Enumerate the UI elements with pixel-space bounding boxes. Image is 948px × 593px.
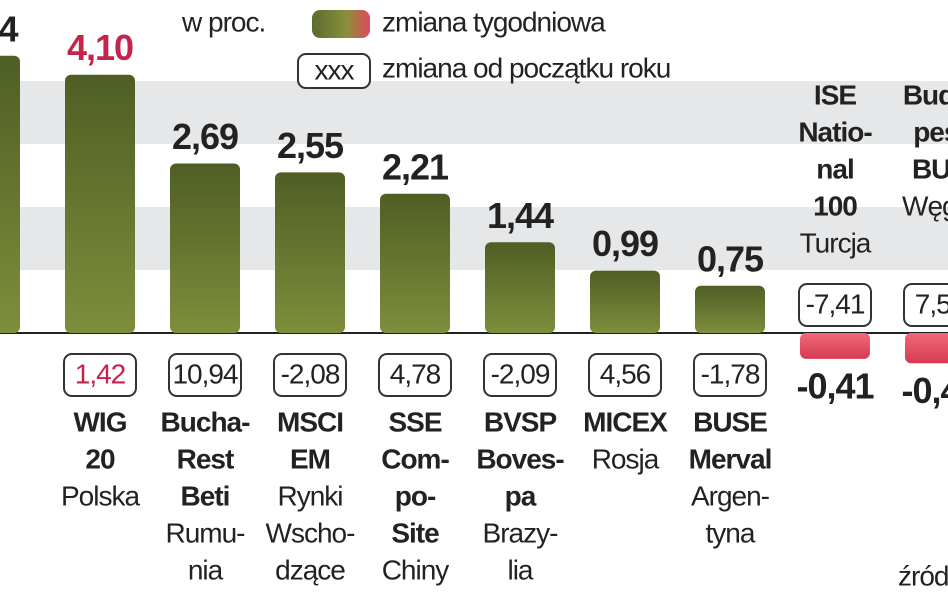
ytd-box bbox=[63, 353, 137, 397]
ytd-box bbox=[168, 353, 242, 397]
country: Wscho- bbox=[266, 517, 356, 548]
value-label: 0,75 bbox=[697, 238, 764, 279]
country: nia bbox=[188, 554, 224, 585]
ytd-label: -1,78 bbox=[701, 358, 760, 389]
index-name: Natio- bbox=[798, 116, 872, 147]
legend-box bbox=[297, 53, 371, 89]
value-label: -0,41 bbox=[796, 365, 874, 406]
bar bbox=[170, 163, 240, 333]
value-label: 1,44 bbox=[487, 195, 554, 236]
ytd-box bbox=[378, 353, 452, 397]
ytd-label: 7,54 bbox=[915, 288, 948, 319]
index-name: Site bbox=[391, 517, 439, 548]
legend-label: zmiana tygodniowa bbox=[382, 6, 606, 37]
country: Argen- bbox=[691, 480, 770, 511]
index-name: Buda- bbox=[903, 79, 948, 110]
ytd-label: 10,94 bbox=[172, 358, 237, 389]
index-name: ISE bbox=[814, 79, 856, 110]
bar bbox=[800, 333, 870, 359]
ytd-label: 1,42 bbox=[75, 358, 126, 389]
legend-label: zmiana od początku roku bbox=[382, 52, 670, 83]
value-label: 2,21 bbox=[382, 146, 449, 187]
country: Rynki bbox=[277, 480, 342, 511]
country: Polska bbox=[61, 480, 140, 511]
country: Rosja bbox=[592, 443, 660, 474]
country: tyna bbox=[706, 517, 756, 548]
ytd-label: 4,56 bbox=[600, 358, 651, 389]
index-name: Rest bbox=[177, 443, 234, 474]
ytd-box bbox=[798, 283, 872, 327]
source: źród bbox=[898, 560, 948, 591]
band bbox=[0, 81, 948, 144]
value-label: 0,99 bbox=[592, 223, 658, 264]
country: Brazy- bbox=[483, 517, 559, 548]
index-name: MSCI bbox=[277, 406, 343, 437]
bar bbox=[590, 270, 660, 333]
index-name: po- bbox=[395, 480, 436, 511]
index-name: BVSP bbox=[484, 406, 557, 437]
ytd-label: -2,08 bbox=[281, 358, 340, 389]
index-name: pest bbox=[913, 116, 948, 147]
value-label: 4,10 bbox=[67, 27, 133, 68]
ytd-label: -7,41 bbox=[806, 288, 865, 319]
value-label: 2,69 bbox=[172, 116, 238, 157]
index-name: BUX bbox=[912, 153, 948, 184]
ytd-box bbox=[588, 353, 662, 397]
index-name: Boves- bbox=[476, 443, 564, 474]
legend-swatch bbox=[312, 10, 370, 38]
index-name: SSE bbox=[388, 406, 441, 437]
bar bbox=[905, 333, 948, 364]
index-name: 100 bbox=[813, 190, 857, 221]
index-name: WIG bbox=[74, 406, 127, 437]
index-name: Merval bbox=[689, 443, 772, 474]
index-name: nal bbox=[816, 153, 853, 184]
index-name: EM bbox=[290, 443, 330, 474]
country: Chiny bbox=[382, 554, 450, 585]
country: Rumu- bbox=[165, 517, 245, 548]
index-name: 20 bbox=[85, 443, 115, 474]
index-name: BUSE bbox=[693, 406, 767, 437]
value-label: 4 bbox=[0, 8, 18, 49]
ytd-box bbox=[483, 353, 557, 397]
index-name: Bucha- bbox=[161, 406, 251, 437]
country: Turcja bbox=[800, 227, 872, 258]
index-name: Beti bbox=[181, 480, 230, 511]
bar bbox=[695, 285, 765, 333]
index-name: Com- bbox=[381, 443, 449, 474]
index-name: MICEX bbox=[583, 406, 668, 437]
ytd-box bbox=[273, 353, 347, 397]
legend-box-text: xxx bbox=[315, 54, 355, 85]
bar bbox=[0, 55, 20, 333]
ytd-label: 4,78 bbox=[390, 358, 441, 389]
band bbox=[0, 207, 948, 270]
bar bbox=[275, 172, 345, 333]
country: Węgry bbox=[902, 190, 948, 221]
country: lia bbox=[507, 554, 533, 585]
bar bbox=[380, 193, 450, 333]
bar bbox=[65, 74, 135, 333]
value-label: 2,55 bbox=[277, 125, 344, 166]
value-label: -0,48 bbox=[901, 370, 948, 411]
ytd-box bbox=[903, 283, 948, 327]
ytd-box bbox=[693, 353, 767, 397]
country: dzące bbox=[275, 554, 345, 585]
unit-note: w proc. bbox=[181, 6, 265, 37]
ytd-label: -2,09 bbox=[491, 358, 550, 389]
index-name: pa bbox=[505, 480, 537, 511]
bar bbox=[485, 242, 555, 333]
